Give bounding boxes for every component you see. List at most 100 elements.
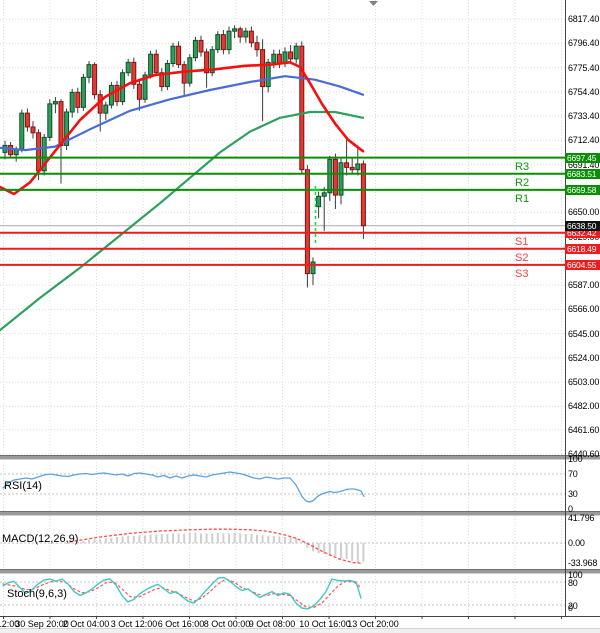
price-axis-label: 6775.40	[568, 62, 600, 73]
rsi-scale-label: 70	[568, 469, 578, 479]
macd-label: MACD(12,26,9)	[2, 533, 79, 545]
candle-bullish	[142, 74, 148, 100]
candle-bearish	[220, 34, 226, 51]
rsi-scale-label: 0	[568, 504, 573, 514]
candle-bearish	[58, 101, 64, 146]
bottom-scroll-strip[interactable]	[0, 628, 600, 633]
candle-bullish	[327, 158, 333, 194]
candle-bearish	[159, 72, 165, 88]
candle-bullish	[52, 101, 58, 105]
candle-bullish	[170, 45, 176, 64]
candle-bearish	[24, 112, 30, 128]
candle-bullish	[310, 261, 316, 275]
candle-bullish	[338, 162, 344, 196]
candle-bullish	[243, 30, 249, 38]
candle-bullish	[86, 64, 92, 78]
candle-bearish	[181, 64, 187, 84]
price-axis-label: 6440.60	[568, 449, 600, 460]
rsi-label: RSI(14)	[4, 480, 42, 492]
price-axis-line[interactable]	[565, 0, 566, 617]
stoch-scale-label: 80	[568, 578, 578, 589]
panel-separator-macd-stoch[interactable]	[0, 569, 600, 574]
time-axis-label: 6 Oct 16:00	[157, 619, 205, 629]
current-price-badge: 6638.50	[565, 220, 600, 231]
price-axis-label: 6733.40	[568, 111, 600, 122]
macd-scale-label: 0.00	[568, 538, 585, 548]
candle-bullish	[41, 136, 47, 172]
stoch-main-line	[2, 576, 362, 610]
level-label-R1: R1	[515, 192, 530, 205]
price-axis-label: 6482.00	[568, 401, 600, 412]
candle-bearish	[153, 53, 159, 74]
panel-separator-main-rsi[interactable]	[0, 455, 600, 460]
stoch-scale-label: 100	[568, 570, 583, 581]
candle-bearish	[304, 169, 310, 275]
stoch-signal-line	[2, 578, 362, 608]
price-axis-label: 6545.00	[568, 328, 600, 339]
time-axis-label: 10 Oct 16:00	[299, 619, 351, 629]
candle-bearish	[299, 45, 305, 171]
candle-bullish	[355, 163, 361, 171]
candle-bullish	[209, 49, 215, 74]
time-axis-label: 2 Oct 04:00	[62, 619, 110, 629]
candle-bullish	[232, 28, 238, 32]
candle-bullish	[321, 192, 327, 197]
level-label-S1: S1	[515, 235, 529, 248]
candle-bearish	[131, 61, 137, 85]
price-axis-label: 6503.00	[568, 377, 600, 388]
time-axis-label: 3 Oct 12:00	[110, 619, 158, 629]
level-label-R3: R3	[515, 160, 530, 173]
macd-signal-line	[69, 528, 364, 564]
candle-bearish	[248, 30, 254, 44]
level-label-S3: S3	[515, 267, 529, 280]
candle-bullish	[103, 104, 109, 114]
stoch-scale-label: 20	[568, 601, 578, 612]
candle-bearish	[114, 84, 120, 103]
candle-bearish	[349, 166, 355, 171]
candle-bullish	[64, 111, 70, 146]
candle-bullish	[271, 53, 277, 63]
macd-scale-label: -33.968	[568, 558, 598, 569]
price-axis-label: 6566.00	[568, 304, 600, 315]
price-axis-label: 6817.40	[568, 14, 600, 25]
rsi-scale-label: 100	[568, 454, 583, 464]
candle-bearish	[36, 132, 42, 172]
candle-bullish	[69, 91, 75, 113]
price-axis-label: 6587.00	[568, 280, 600, 291]
rsi-line	[2, 471, 365, 503]
panel-separator-rsi-macd[interactable]	[0, 511, 600, 516]
candle-bearish	[344, 162, 350, 168]
time-axis-label: 8 Oct 00:00	[203, 619, 251, 629]
level-badge-S1: 6632.42	[565, 227, 600, 238]
candle-bullish	[316, 195, 322, 208]
candle-bearish	[198, 39, 204, 53]
candle-bullish	[293, 45, 299, 60]
candle-bearish	[288, 51, 294, 60]
chart-shift-icon	[369, 1, 378, 6]
fast-ma-red	[0, 61, 365, 196]
time-axis-line[interactable]	[0, 616, 600, 617]
level-label-S2: S2	[515, 251, 529, 264]
price-axis-label: 6461.60	[568, 424, 600, 435]
candle-bearish	[92, 64, 98, 96]
candle-bearish	[204, 51, 210, 74]
stoch-scale-label: 0	[568, 603, 573, 613]
candle-bullish	[125, 61, 131, 74]
candle-bullish	[192, 39, 198, 59]
candle-bearish	[360, 163, 366, 227]
price-axis-label: 6691.40	[568, 159, 600, 170]
candle-bearish	[30, 126, 36, 134]
level-badge-R1: 6669.58	[565, 184, 600, 195]
candle-bearish	[332, 158, 338, 196]
level-badge-S3: 6604.55	[565, 259, 600, 270]
time-axis-label: 13 Oct 20:00	[347, 619, 399, 629]
time-axis-label: 12:00	[0, 619, 20, 629]
rsi-scale-label: 30	[568, 489, 578, 499]
price-axis-label: 6712.40	[568, 135, 600, 146]
candle-bullish	[148, 53, 154, 76]
mid-ma-blue	[0, 75, 365, 152]
candle-bearish	[8, 144, 14, 156]
price-axis-label: 6650.00	[568, 207, 600, 218]
time-axis-label: 9 Oct 08:00	[248, 619, 296, 629]
